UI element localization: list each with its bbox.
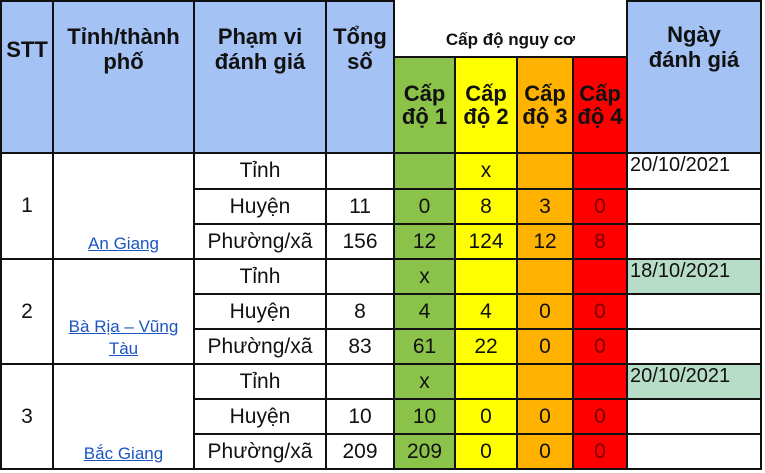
header-stt: STT bbox=[0, 0, 54, 154]
level-4-value: 0 bbox=[594, 334, 606, 358]
date-cell-empty bbox=[626, 328, 763, 365]
total-cell: 209 bbox=[325, 433, 395, 470]
level-1-cell: x bbox=[393, 258, 456, 295]
level-3-cell: 12 bbox=[516, 223, 574, 260]
header-level-1: Cấp độ 1 bbox=[393, 56, 456, 154]
scope-cell: Phường/xã bbox=[193, 328, 327, 365]
scope-cell: Tỉnh bbox=[193, 363, 327, 400]
table-row: 3 Bắc Giang Tỉnh x 20/10/2021 bbox=[0, 363, 763, 470]
level-2-cell: 124 bbox=[454, 223, 518, 260]
header-level-4: Cấp độ 4 bbox=[571, 56, 629, 154]
province-cell: An Giang bbox=[52, 152, 195, 260]
level-1-cell: 12 bbox=[393, 223, 456, 260]
level-4-value: 8 bbox=[594, 229, 606, 253]
level-4-cell: 0 bbox=[571, 293, 629, 330]
level-1-cell: 4 bbox=[393, 293, 456, 330]
date-cell-empty bbox=[626, 433, 763, 470]
header-date: Ngày đánh giá bbox=[626, 0, 763, 154]
table-row: Huyện 10 10 0 0 0 bbox=[1, 398, 763, 435]
level-1-cell: 61 bbox=[393, 328, 456, 365]
level-3-cell bbox=[516, 363, 574, 400]
stt-cell: 1 bbox=[0, 152, 54, 260]
level-2-cell: 0 bbox=[454, 398, 518, 435]
header-risk-level: Cấp độ nguy cơ bbox=[392, 1, 629, 58]
level-4-value: 0 bbox=[594, 299, 606, 323]
level-2-cell: 4 bbox=[454, 293, 518, 330]
table-row: 2 Bà Rịa – Vũng Tàu Tỉnh x 18/10/2021 bbox=[0, 258, 763, 365]
level-3-cell: 0 bbox=[516, 293, 574, 330]
scope-cell: Phường/xã bbox=[193, 433, 327, 470]
table-row: Phường/xã 209 209 0 0 0 bbox=[1, 433, 763, 470]
header-scope: Phạm vi đánh giá bbox=[193, 0, 327, 154]
province-link[interactable]: Bắc Giang bbox=[83, 444, 164, 463]
date-cell-empty bbox=[626, 398, 763, 435]
level-4-cell: 0 bbox=[571, 398, 629, 435]
total-cell: 11 bbox=[325, 188, 395, 225]
level-1-cell: 209 bbox=[393, 433, 456, 470]
total-cell: 10 bbox=[325, 398, 395, 435]
table-row: 1 An Giang Tỉnh x 20/10/2021 bbox=[0, 152, 763, 260]
scope-cell: Phường/xã bbox=[193, 223, 327, 260]
stt-cell: 2 bbox=[0, 258, 54, 365]
level-3-cell: 0 bbox=[516, 398, 574, 435]
table-row: Huyện 11 0 8 3 0 bbox=[1, 188, 763, 225]
province-link[interactable]: Bà Rịa – Vũng Tàu bbox=[68, 317, 179, 358]
scope-cell: Huyện bbox=[193, 293, 327, 330]
level-4-cell: 0 bbox=[571, 433, 629, 470]
scope-cell: Huyện bbox=[193, 398, 327, 435]
level-2-cell: x bbox=[454, 152, 518, 190]
table-row: Phường/xã 156 12 124 12 8 bbox=[1, 223, 763, 260]
total-cell bbox=[325, 152, 395, 190]
level-4-cell: 0 bbox=[571, 188, 629, 225]
table-row: Huyện 8 4 4 0 0 bbox=[1, 293, 763, 330]
date-cell: 20/10/2021 bbox=[626, 363, 763, 400]
total-cell: 8 bbox=[325, 293, 395, 330]
level-2-cell bbox=[454, 363, 518, 400]
level-4-value: 0 bbox=[594, 404, 606, 428]
header-level-2: Cấp độ 2 bbox=[454, 56, 518, 154]
province-link[interactable]: An Giang bbox=[88, 234, 159, 253]
date-cell: 18/10/2021 bbox=[626, 258, 763, 295]
total-cell: 156 bbox=[325, 223, 395, 260]
level-3-cell: 0 bbox=[516, 433, 574, 470]
level-3-cell bbox=[516, 258, 574, 295]
level-1-cell bbox=[393, 152, 456, 190]
level-4-cell bbox=[571, 363, 629, 400]
level-4-cell: 8 bbox=[571, 223, 629, 260]
level-3-cell: 3 bbox=[516, 188, 574, 225]
date-cell-empty bbox=[626, 293, 763, 330]
level-1-cell: 10 bbox=[393, 398, 456, 435]
level-2-cell: 8 bbox=[454, 188, 518, 225]
scope-cell: Tỉnh bbox=[193, 152, 327, 190]
level-4-value: 0 bbox=[594, 439, 606, 463]
total-cell: 83 bbox=[325, 328, 395, 365]
level-3-cell: 0 bbox=[516, 328, 574, 365]
level-4-cell: 0 bbox=[571, 328, 629, 365]
province-cell: Bắc Giang bbox=[52, 363, 195, 470]
level-1-cell: 0 bbox=[393, 188, 456, 225]
level-3-cell bbox=[516, 152, 574, 190]
province-cell: Bà Rịa – Vũng Tàu bbox=[52, 258, 195, 365]
level-1-cell: x bbox=[393, 363, 456, 400]
header-province: Tỉnh/thành phố bbox=[52, 0, 195, 154]
level-4-value: 0 bbox=[594, 194, 606, 218]
level-4-cell bbox=[571, 258, 629, 295]
level-2-cell: 0 bbox=[454, 433, 518, 470]
total-cell bbox=[325, 258, 395, 295]
level-2-cell: 22 bbox=[454, 328, 518, 365]
date-cell: 20/10/2021 bbox=[626, 152, 763, 190]
scope-cell: Tỉnh bbox=[193, 258, 327, 295]
scope-cell: Huyện bbox=[193, 188, 327, 225]
header-level-3: Cấp độ 3 bbox=[516, 56, 574, 154]
total-cell bbox=[325, 363, 395, 400]
table-row: Phường/xã 83 61 22 0 0 bbox=[1, 328, 763, 365]
date-cell-empty bbox=[626, 223, 763, 260]
date-cell-empty bbox=[626, 188, 763, 225]
level-2-cell bbox=[454, 258, 518, 295]
header-total: Tổng số bbox=[325, 0, 395, 154]
level-4-cell bbox=[571, 152, 629, 190]
stt-cell: 3 bbox=[0, 363, 54, 470]
